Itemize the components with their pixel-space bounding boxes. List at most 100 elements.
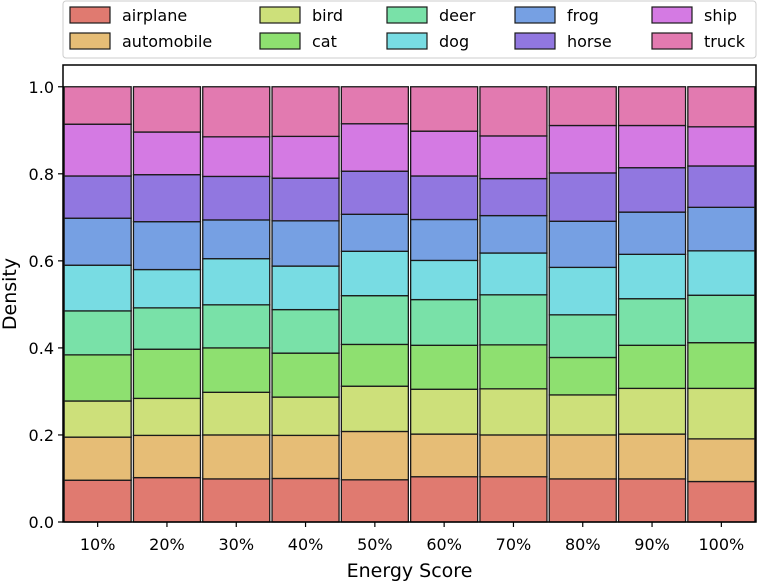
bar-segment-deer xyxy=(617,298,687,346)
bar-segment-cat xyxy=(202,347,271,393)
bar-segment-automobile xyxy=(409,433,479,478)
bar-segment-dog xyxy=(548,266,617,316)
bar-segment-cat xyxy=(132,348,202,400)
legend-swatch-horse xyxy=(514,32,556,50)
bar-segment-truck xyxy=(271,86,340,138)
bar-segment-cat xyxy=(548,356,617,396)
bar-segment-deer xyxy=(479,294,548,346)
bar-segment-cat xyxy=(63,354,132,402)
bar-segment-airplane xyxy=(617,478,687,523)
bar-segment-cat xyxy=(617,344,687,390)
x-tick-label: 60% xyxy=(426,535,462,554)
bar-segment-automobile xyxy=(63,436,132,481)
bar-segment-truck xyxy=(202,86,271,138)
bar-segment-dog xyxy=(617,253,687,300)
x-tick-label: 20% xyxy=(149,535,185,554)
legend-swatch-ship xyxy=(651,6,693,24)
bar-segment-frog xyxy=(271,220,340,267)
bar-segment-horse xyxy=(202,175,271,221)
bar-segment-bird xyxy=(409,388,479,435)
bar-segment-bird xyxy=(202,391,271,436)
bar-segment-ship xyxy=(63,123,132,177)
bar-segment-ship xyxy=(479,135,548,180)
bar-segment-airplane xyxy=(340,479,410,523)
bar-segment-ship xyxy=(202,136,271,178)
bar-segment-bird xyxy=(132,397,202,437)
bar-segment-horse xyxy=(548,172,617,222)
bar-segment-truck xyxy=(340,86,410,125)
bar-segment-deer xyxy=(202,304,271,349)
legend-swatch-frog xyxy=(514,6,556,24)
x-tick-label: 80% xyxy=(565,535,601,554)
bar-segment-airplane xyxy=(409,476,479,523)
bar-segment-dog xyxy=(340,250,410,297)
bar-segment-ship xyxy=(132,131,202,176)
bar-segment-deer xyxy=(409,298,479,346)
x-tick-label: 40% xyxy=(288,535,324,554)
bar-segment-bird xyxy=(617,387,687,435)
bar-segment-dog xyxy=(63,264,132,312)
bar-segment-airplane xyxy=(132,476,202,523)
legend-label-deer: deer xyxy=(439,6,476,25)
bar-segment-horse xyxy=(687,165,756,208)
bar-segment-cat xyxy=(271,352,340,398)
bar-segment-ship xyxy=(617,124,687,169)
bar-segment-cat xyxy=(687,342,756,390)
bar-segment-dog xyxy=(271,265,340,311)
bar-segment-airplane xyxy=(687,480,756,523)
x-tick-label: 30% xyxy=(218,535,254,554)
bar-segment-automobile xyxy=(202,434,271,480)
bar-segment-truck xyxy=(617,86,687,127)
bar-segment-truck xyxy=(409,86,479,132)
legend-label-automobile: automobile xyxy=(122,32,212,51)
y-axis: 0.0 0.2 0.4 0.6 0.8 1.0 xyxy=(29,78,63,532)
legend-label-cat: cat xyxy=(312,32,337,51)
legend: airplane automobile bird cat deer dog frog hors… xyxy=(62,0,757,59)
bar-segment-airplane xyxy=(479,476,548,523)
bar-segment-bird xyxy=(548,394,617,436)
bar-segment-horse xyxy=(63,175,132,219)
bar-segment-airplane xyxy=(271,477,340,523)
bar-segment-frog xyxy=(202,219,271,260)
bar-segment-horse xyxy=(617,167,687,213)
bar-segment-ship xyxy=(409,130,479,177)
legend-swatch-airplane xyxy=(69,6,111,24)
bar-segment-automobile xyxy=(340,430,410,481)
legend-swatch-dog xyxy=(386,32,428,50)
bar-segment-airplane xyxy=(63,479,132,523)
bar-segment-truck xyxy=(63,86,132,125)
legend-label-airplane: airplane xyxy=(122,6,187,25)
bar-segment-truck xyxy=(548,86,617,127)
bar-segment-horse xyxy=(271,177,340,222)
y-tick-label: 0.6 xyxy=(29,252,54,271)
bar-segment-deer xyxy=(271,308,340,354)
legend-label-bird: bird xyxy=(312,6,343,25)
bar-segment-cat xyxy=(409,344,479,390)
bar-segment-frog xyxy=(63,217,132,266)
bar-segment-frog xyxy=(617,211,687,255)
bar-segment-bird xyxy=(479,388,548,436)
bar-segment-automobile xyxy=(687,438,756,483)
x-axis: 10% 20% 30% 40% 50% 60% 70% 80% 90% 100% xyxy=(80,522,744,554)
legend-label-ship: ship xyxy=(704,6,737,25)
bar-segment-automobile xyxy=(617,433,687,480)
legend-swatch-bird xyxy=(259,6,301,24)
bars-layer xyxy=(63,86,756,523)
bar-segment-dog xyxy=(687,250,756,296)
bar-segment-deer xyxy=(132,307,202,350)
bar-segment-truck xyxy=(687,86,756,128)
legend-frame xyxy=(62,0,757,59)
y-tick-label: 0.8 xyxy=(29,165,54,184)
bar-segment-horse xyxy=(340,170,410,215)
bar-segment-airplane xyxy=(548,478,617,523)
y-tick-label: 0.0 xyxy=(29,513,54,532)
x-tick-label: 70% xyxy=(496,535,532,554)
legend-swatch-deer xyxy=(386,6,428,24)
legend-label-truck: truck xyxy=(704,32,746,51)
x-tick-label: 50% xyxy=(357,535,393,554)
bar-segment-truck xyxy=(479,86,548,137)
y-axis-title: Density xyxy=(0,258,21,330)
bar-segment-deer xyxy=(687,294,756,344)
bar-segment-bird xyxy=(687,387,756,440)
